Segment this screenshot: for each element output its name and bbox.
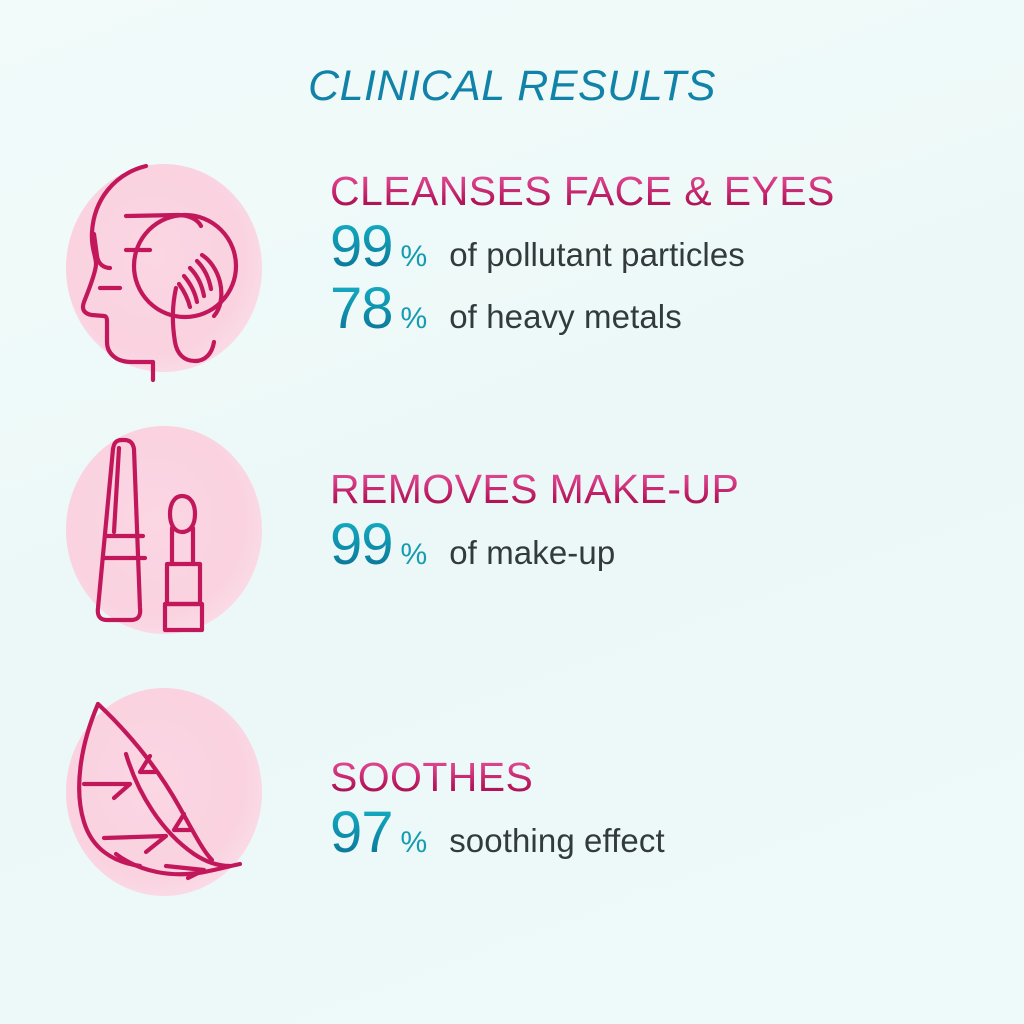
result-text-cell: CLEANSES FACE & EYES 99 % of pollutant p… xyxy=(330,148,1024,340)
stat-value: 97 xyxy=(330,800,394,866)
result-headline: REMOVES MAKE-UP xyxy=(330,467,1024,511)
feather-icon xyxy=(54,680,276,912)
face-with-cotton-pad-icon xyxy=(54,156,276,388)
result-headline: CLEANSES FACE & EYES xyxy=(330,169,1024,213)
icon-background-blob xyxy=(66,688,262,896)
stat-value: 78 xyxy=(330,276,394,342)
result-headline: SOOTHES xyxy=(330,755,1024,799)
stat-line: 78 % of heavy metals xyxy=(330,276,1024,342)
stat-value: 99 xyxy=(330,512,394,578)
result-text-cell: REMOVES MAKE-UP 99 % of make-up xyxy=(330,410,1024,575)
results-list: CLEANSES FACE & EYES 99 % of pollutant p… xyxy=(0,148,1024,934)
stat-description: of heavy metals xyxy=(449,298,682,336)
stat-line: 99 % of pollutant particles xyxy=(330,214,1024,280)
stat-description: soothing effect xyxy=(449,822,665,860)
result-row: REMOVES MAKE-UP 99 % of make-up xyxy=(0,410,1024,672)
page-title: CLINICAL RESULTS xyxy=(308,62,716,110)
icon-background-blob xyxy=(66,164,262,372)
result-row: SOOTHES 97 % soothing effect xyxy=(0,672,1024,934)
result-icon-cell xyxy=(0,410,330,650)
stat-unit: % xyxy=(400,826,428,860)
stat-value: 99 xyxy=(330,214,394,280)
stat-unit: % xyxy=(400,538,428,572)
result-text-cell: SOOTHES 97 % soothing effect xyxy=(330,672,1024,863)
stat-line: 99 % of make-up xyxy=(330,512,1024,578)
result-icon-cell xyxy=(0,148,330,388)
mascara-and-lipstick-icon xyxy=(54,418,276,650)
result-icon-cell xyxy=(0,672,330,912)
stat-description: of make-up xyxy=(449,534,616,572)
stat-line: 97 % soothing effect xyxy=(330,800,1024,866)
stat-description: of pollutant particles xyxy=(449,236,745,274)
stat-unit: % xyxy=(400,240,428,274)
result-row: CLEANSES FACE & EYES 99 % of pollutant p… xyxy=(0,148,1024,410)
stat-unit: % xyxy=(400,302,428,336)
